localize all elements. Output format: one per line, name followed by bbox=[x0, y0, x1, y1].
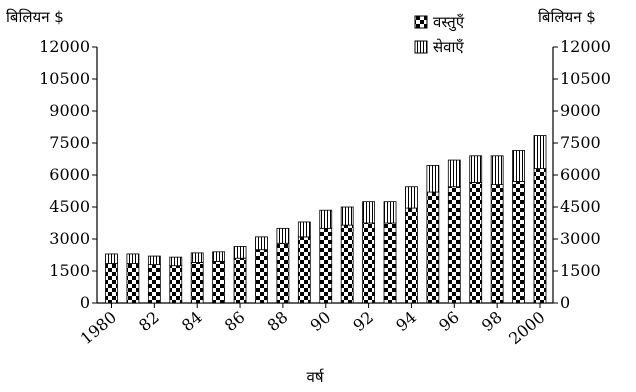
bar-goods bbox=[297, 236, 311, 304]
y-tick-label-right: 10500 bbox=[560, 69, 611, 88]
bar-services bbox=[340, 206, 354, 226]
bar-goods bbox=[447, 186, 461, 304]
legend-swatch-services bbox=[414, 40, 428, 54]
y-tick-label-right: 3000 bbox=[560, 229, 601, 248]
y-tick-label-left: 10500 bbox=[39, 69, 90, 88]
y-ticks-left: 0 1500 3000 4500 6000 7500 9000 10500 12000 bbox=[39, 37, 97, 312]
bar-goods bbox=[190, 262, 204, 304]
bar-goods bbox=[490, 184, 504, 304]
bar-services bbox=[126, 253, 140, 264]
bar-goods bbox=[276, 242, 290, 304]
y-ticks-right: 0 1500 3000 4500 6000 7500 9000 10500 12000 bbox=[553, 37, 611, 312]
bar-services bbox=[405, 186, 418, 209]
bar-services bbox=[147, 255, 161, 266]
y-tick-label-right: 12000 bbox=[560, 37, 611, 56]
bar-services bbox=[190, 252, 204, 263]
x-tick-label: 88 bbox=[264, 308, 292, 336]
bar-goods bbox=[147, 264, 161, 304]
bar-goods bbox=[512, 180, 525, 304]
legend: वस्तुएँ सेवाएँ bbox=[414, 13, 465, 56]
bar-services bbox=[469, 155, 483, 183]
bar-services bbox=[383, 201, 397, 224]
bar-services bbox=[490, 155, 504, 186]
bar-services bbox=[512, 150, 525, 182]
bar-goods bbox=[362, 222, 376, 304]
x-ticks: 1980 82 84 86 88 90 92 94 96 98 2000 bbox=[77, 303, 549, 348]
bar-services bbox=[319, 209, 333, 229]
y-tick-label-left: 6000 bbox=[49, 165, 90, 184]
y-tick-label-right: 6000 bbox=[560, 165, 601, 184]
y-tick-label-left: 4500 bbox=[49, 197, 90, 216]
y-tick-label-right: 7500 bbox=[560, 133, 601, 152]
bar-services bbox=[533, 135, 547, 170]
bar-goods bbox=[212, 260, 226, 304]
y-tick-label-right: 0 bbox=[560, 293, 570, 312]
x-tick-label: 92 bbox=[349, 308, 377, 336]
x-tick-label: 84 bbox=[178, 308, 206, 336]
bars bbox=[105, 135, 547, 304]
y-tick-label-right: 1500 bbox=[560, 261, 601, 280]
bar-services bbox=[105, 253, 118, 264]
bar-goods bbox=[469, 182, 483, 304]
x-tick-label: 86 bbox=[221, 308, 249, 336]
y-axis-unit-right: बिलियन $ bbox=[538, 8, 596, 26]
y-tick-label-left: 9000 bbox=[49, 101, 90, 120]
x-tick-label: 98 bbox=[478, 308, 506, 336]
bar-services bbox=[426, 164, 440, 193]
bar-services bbox=[297, 221, 311, 238]
y-tick-label-right: 9000 bbox=[560, 101, 601, 120]
bar-goods bbox=[233, 257, 247, 304]
x-axis-label: वर्ष bbox=[306, 368, 324, 386]
bar-services bbox=[212, 251, 226, 262]
legend-label-services: सेवाएँ bbox=[433, 38, 464, 56]
bar-services bbox=[447, 159, 461, 188]
bar-services bbox=[276, 227, 290, 244]
bar-goods bbox=[383, 222, 397, 304]
x-tick-label: 2000 bbox=[505, 308, 548, 349]
y-tick-label-left: 1500 bbox=[49, 261, 90, 280]
bar-services bbox=[233, 246, 247, 259]
bar-goods bbox=[105, 263, 118, 304]
bar-goods bbox=[255, 249, 268, 304]
legend-label-goods: वस्तुएँ bbox=[433, 13, 465, 32]
y-tick-label-left: 7500 bbox=[49, 133, 90, 152]
x-tick-label: 96 bbox=[435, 308, 463, 336]
bar-goods bbox=[126, 263, 140, 304]
bar-goods bbox=[169, 265, 183, 304]
y-tick-label-left: 3000 bbox=[49, 229, 90, 248]
bar-goods bbox=[426, 191, 440, 304]
legend-swatch-goods bbox=[414, 15, 428, 29]
y-tick-label-left: 0 bbox=[80, 293, 90, 312]
x-tick-label: 94 bbox=[392, 308, 420, 336]
y-tick-label-left: 12000 bbox=[39, 37, 90, 56]
x-tick-label: 90 bbox=[307, 308, 335, 336]
bar-goods bbox=[405, 207, 418, 304]
y-tick-label-right: 4500 bbox=[560, 197, 601, 216]
bar-services bbox=[169, 256, 183, 267]
bar-goods bbox=[533, 168, 547, 304]
bar-goods bbox=[319, 227, 333, 304]
bar-goods bbox=[340, 224, 354, 304]
x-tick-label: 1980 bbox=[77, 308, 120, 349]
bar-services bbox=[362, 201, 376, 224]
x-tick-label: 82 bbox=[135, 308, 163, 336]
y-axis-unit-left: बिलियन $ bbox=[6, 8, 64, 26]
bar-services bbox=[255, 236, 268, 251]
